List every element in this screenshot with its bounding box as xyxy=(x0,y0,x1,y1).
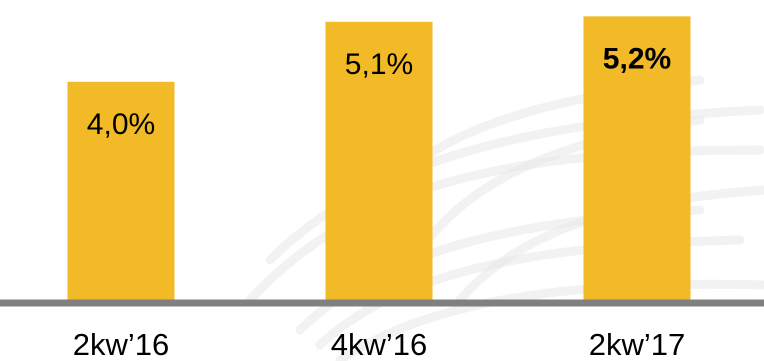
category-label-1: 2kw’16 xyxy=(73,327,170,361)
category-label-3: 2kw’17 xyxy=(589,327,686,361)
data-label-2: 5,1% xyxy=(345,48,413,81)
category-label-2: 4kw’16 xyxy=(331,327,428,361)
background-watermark xyxy=(245,75,764,361)
bar-2 xyxy=(325,21,433,301)
data-label-3: 5,2% xyxy=(603,42,671,75)
bars-group xyxy=(67,16,691,301)
bar-1 xyxy=(67,81,175,301)
watermark-stroke xyxy=(455,185,764,305)
bar-3 xyxy=(583,16,691,300)
labels-group: 4,0% 2kw’16 5,1% 4kw’16 5,2% 2kw’17 xyxy=(73,42,686,361)
data-label-1: 4,0% xyxy=(87,108,155,141)
